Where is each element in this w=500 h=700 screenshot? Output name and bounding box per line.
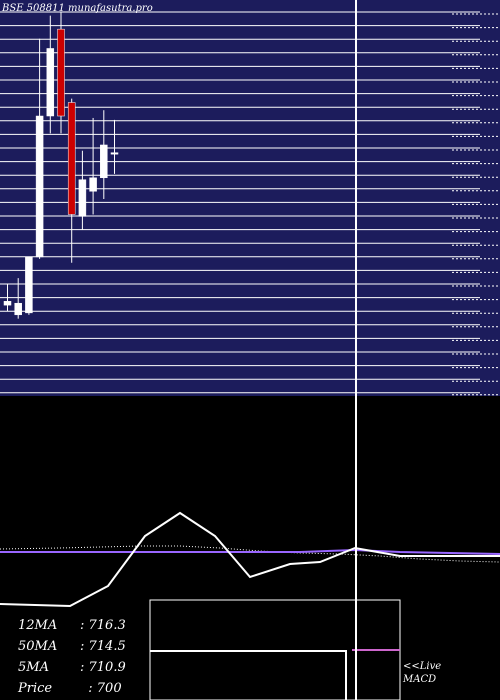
ma-row: Price : 700 — [18, 678, 126, 699]
candle-up — [35, 115, 44, 258]
candle-down — [67, 102, 76, 215]
ma-value: : 710.9 — [80, 660, 126, 675]
candle-up — [3, 301, 12, 306]
macd-signal-line — [150, 650, 347, 700]
ma-row: 50MA : 714.5 — [18, 636, 126, 657]
candle-up — [14, 302, 22, 316]
candle-up — [89, 177, 97, 192]
macd-label: <<Live MACD — [403, 660, 441, 686]
candle-up — [25, 256, 33, 314]
gridlines — [0, 11, 500, 396]
macd-line — [0, 511, 500, 608]
ma-label: 5MA — [18, 660, 49, 675]
ma-row: 5MA : 710.9 — [18, 657, 126, 678]
ma-value: : 714.5 — [80, 639, 126, 654]
ma-label: 50MA — [18, 639, 58, 654]
ma-row: 12MA : 716.3 — [18, 615, 126, 636]
indicator-panel-background — [0, 396, 500, 700]
candle-up — [78, 179, 87, 217]
price-label: Price — [18, 681, 53, 696]
price-value: : 700 — [80, 681, 122, 696]
candle-up — [110, 152, 119, 155]
price-panel — [0, 0, 500, 396]
indicator-panel — [0, 396, 500, 700]
candles — [3, 11, 119, 319]
ma-purple-line — [0, 548, 500, 555]
candle-down — [57, 28, 65, 117]
macd-name-label: MACD — [403, 674, 437, 685]
candle-up — [46, 48, 55, 117]
candle-up — [100, 144, 108, 179]
ma-label: 12MA — [18, 618, 58, 633]
chart-title: BSE 508811 munafasutra.pro — [2, 3, 153, 14]
ma-value: : 716.3 — [80, 618, 126, 633]
ma-readout: 12MA : 716.3 50MA : 714.5 5MA : 710.9 Pr… — [18, 615, 126, 699]
macd-live-label: <<Live — [403, 661, 442, 672]
ma-dotted-line — [0, 545, 500, 563]
